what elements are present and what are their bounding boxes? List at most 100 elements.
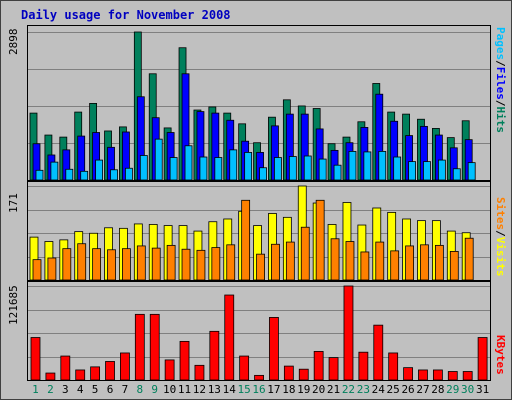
sites-bar <box>181 248 191 280</box>
pages-bar <box>348 151 357 180</box>
kbytes-bar <box>224 294 235 380</box>
files-bar <box>77 135 86 180</box>
legend-sep: / <box>494 60 507 67</box>
x-tick-label: 15 <box>237 383 251 396</box>
kbytes-bar <box>477 337 488 380</box>
pages-bar <box>50 161 59 180</box>
sites-bar <box>420 244 429 280</box>
sites-bar <box>241 199 251 280</box>
kbytes-bar <box>313 351 324 380</box>
pages-bar <box>80 170 89 180</box>
sites-bar <box>166 244 176 280</box>
pages-bar <box>393 156 402 180</box>
pages-bar <box>154 138 163 180</box>
pages-bar <box>110 169 118 180</box>
legend-kbytes: KBytes <box>494 335 507 375</box>
sites-bar <box>136 245 146 280</box>
pages-bar <box>318 158 327 180</box>
files-bar <box>211 112 220 180</box>
x-tick-label: 17 <box>267 383 281 396</box>
sites-bar <box>375 241 385 280</box>
kbytes-bar <box>462 371 473 380</box>
sites-bar <box>226 244 236 280</box>
kbytes-bar <box>373 324 384 380</box>
kbytes-bar <box>75 369 86 380</box>
pages-bar <box>363 151 372 180</box>
sites-bar <box>405 245 414 280</box>
legend-sep: / <box>494 230 507 237</box>
kbytes-bar <box>120 352 130 380</box>
x-tick-label: 21 <box>326 383 341 396</box>
pages-bar <box>244 152 253 180</box>
pages-bar <box>408 161 416 180</box>
files-bar <box>464 139 473 180</box>
pages-bar <box>437 159 446 180</box>
kbytes-bar <box>403 367 413 380</box>
visits-sites-panel <box>27 181 491 281</box>
pages-bar <box>452 168 461 180</box>
sites-bar <box>449 251 459 280</box>
pages-bar <box>184 145 193 180</box>
x-tick-label: 14 <box>222 383 236 396</box>
files-bar <box>315 128 324 180</box>
kbytes-bar <box>90 366 101 380</box>
legend-visits: Visits <box>494 236 507 277</box>
pages-bar <box>333 164 342 180</box>
x-tick-label: 29 <box>446 383 460 396</box>
files-bar <box>181 73 190 180</box>
sites-bar <box>315 199 325 280</box>
legend-files: Files <box>494 66 507 100</box>
kbytes-plot <box>28 285 490 380</box>
x-tick-label: 9 <box>151 383 159 396</box>
hits-files-pages-plot <box>28 31 490 180</box>
sites-bar <box>196 249 206 280</box>
files-bar <box>285 113 294 180</box>
pages-bar <box>288 156 297 180</box>
files-bar <box>196 111 205 180</box>
kbytes-bar <box>418 369 428 380</box>
x-tick-label: 19 <box>297 383 311 396</box>
kbytes-bar <box>60 355 71 380</box>
pages-bar <box>139 155 148 180</box>
pages-bar <box>199 156 208 180</box>
kbytes-bar <box>254 374 264 380</box>
pages-bar <box>214 157 223 180</box>
x-tick-label: 12 <box>192 383 207 396</box>
files-bar <box>107 146 115 180</box>
sites-bar <box>151 247 161 280</box>
kbytes-bar <box>388 352 399 380</box>
sites-bar <box>211 247 221 280</box>
kbytes-bar <box>30 337 41 380</box>
kbytes-bar <box>179 340 190 380</box>
x-tick-label: 2 <box>47 383 54 396</box>
sites-bar <box>360 251 370 280</box>
kbytes-bar <box>45 372 56 380</box>
sites-bar <box>330 238 340 280</box>
x-tick-label: 28 <box>431 383 445 396</box>
visits-bar <box>253 225 262 280</box>
x-tick-label: 5 <box>91 383 99 396</box>
pages-bar <box>378 151 387 180</box>
kbytes-bar <box>239 355 250 380</box>
x-tick-label: 8 <box>136 383 144 396</box>
x-tick-label: 30 <box>461 383 475 396</box>
sites-bar <box>434 244 444 280</box>
x-tick-label: 31 <box>475 383 490 396</box>
sites-bar <box>32 259 42 280</box>
pages-bar <box>229 149 238 180</box>
pages-bar <box>423 161 431 180</box>
kbytes-bar <box>358 351 369 380</box>
visits-bar <box>387 211 397 280</box>
kbytes-bar <box>432 369 443 380</box>
kbytes-bar <box>105 361 115 380</box>
x-tick-label: 27 <box>416 383 430 396</box>
x-tick-label: 10 <box>162 383 177 396</box>
kbytes-ymax-label: 121685 <box>7 285 20 325</box>
pages-bar <box>259 167 267 180</box>
pages-bar <box>95 159 104 180</box>
visits-sites-plot <box>28 185 490 280</box>
kbytes-legend: KBytes <box>494 335 507 375</box>
sites-bar <box>464 237 474 280</box>
x-tick-label: 11 <box>177 383 192 396</box>
